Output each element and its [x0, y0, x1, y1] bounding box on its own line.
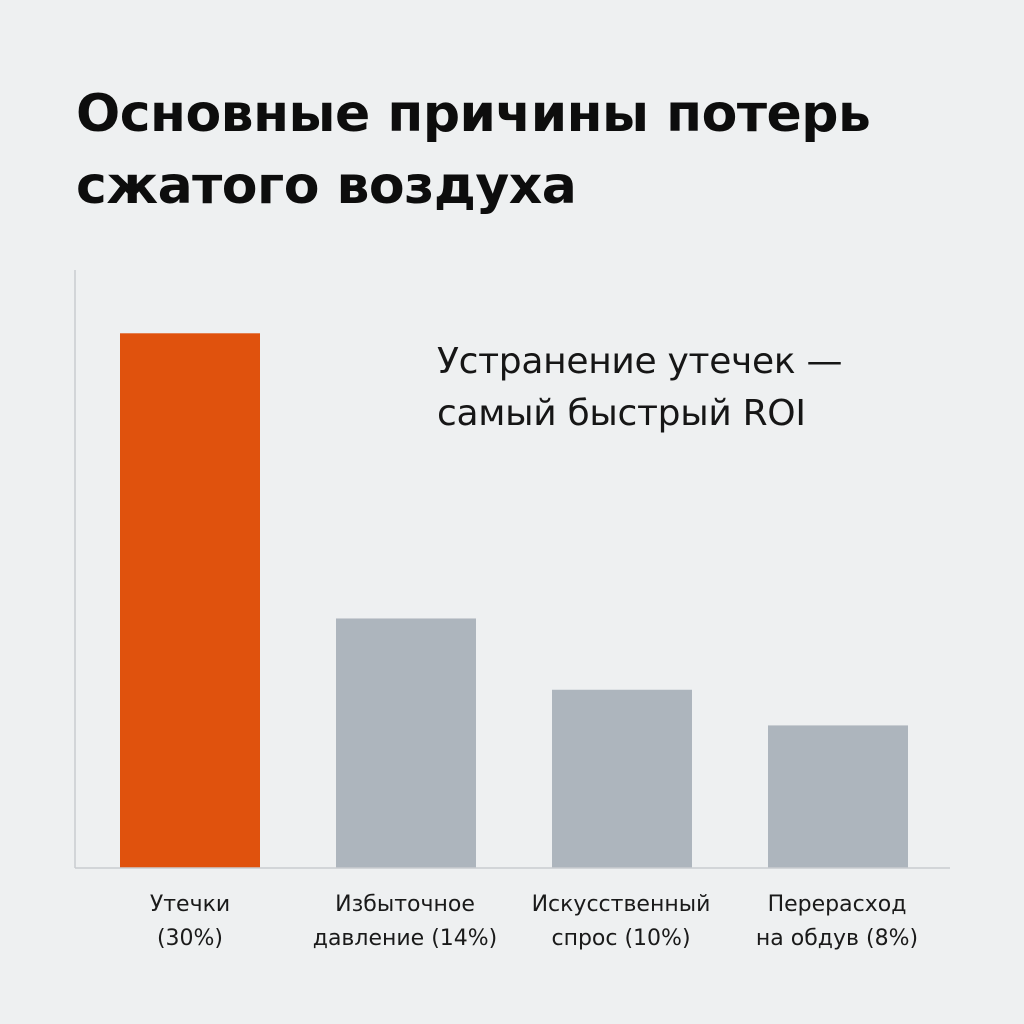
- category-label-line-1: Перерасход: [767, 892, 907, 917]
- bar-2: [336, 618, 476, 868]
- category-label-line-1: Искусственный: [531, 892, 711, 917]
- category-label-line-2: на обдув (8%): [755, 926, 919, 951]
- category-label-line-1: Утечки: [149, 892, 231, 917]
- annotation-line-2: самый быстрый ROI: [437, 393, 806, 434]
- bar-1: [120, 333, 260, 868]
- bar-4: [768, 725, 908, 868]
- category-label: Искусственный спрос (10%): [506, 888, 736, 956]
- bar-3: [552, 689, 692, 868]
- chart-title-line-2: сжатого воздуха: [76, 156, 577, 216]
- chart-annotation: Устранение утечек — самый быстрый ROI: [437, 336, 957, 440]
- category-label-line-2: (30%): [156, 926, 224, 951]
- chart-title-line-1: Основные причины потерь: [76, 84, 871, 144]
- category-label-line-1: Избыточное: [335, 892, 475, 917]
- category-label-line-2: давление (14%): [312, 926, 498, 951]
- annotation-line-1: Устранение утечек —: [437, 341, 843, 382]
- category-label-line-2: спрос (10%): [551, 926, 691, 951]
- category-label: Утечки (30%): [75, 888, 305, 956]
- category-label: Перерасход на обдув (8%): [722, 888, 952, 956]
- chart-title: Основные причины потерь сжатого воздуха: [76, 78, 996, 222]
- bar-group: [120, 333, 908, 868]
- category-label: Избыточное давление (14%): [290, 888, 520, 956]
